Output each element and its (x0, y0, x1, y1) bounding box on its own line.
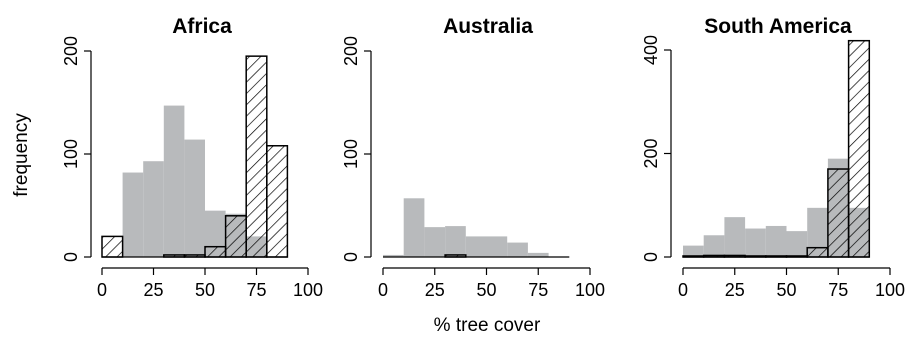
x-tick-label: 25 (425, 280, 445, 300)
x-axis-australia: 0 25 50 75 100 (378, 267, 605, 300)
hatched-bar-africa (224, 215, 247, 258)
x-tick-label: 75 (828, 280, 848, 300)
y-axis-australia: 0 100 200 (341, 36, 372, 262)
panel-title-australia: Australia (443, 15, 533, 38)
hatched-bar-south-america (827, 168, 850, 258)
y-tick-label: 0 (61, 252, 81, 262)
x-tick-label: 100 (293, 280, 323, 300)
x-tick-label: 75 (246, 280, 266, 300)
hatched-bar-south-america (847, 39, 871, 258)
y-tick-label: 100 (61, 139, 81, 169)
gray-bar-south-america (765, 225, 787, 257)
x-tick-label: 25 (143, 280, 163, 300)
gray-bar-australia (403, 198, 425, 257)
hatched-bar-south-america (806, 246, 829, 258)
x-tick-label: 50 (476, 280, 496, 300)
y-axis-africa: 0 100 200 (61, 36, 92, 262)
y-tick-label: 200 (61, 36, 81, 66)
gray-bar-australia (507, 242, 528, 257)
y-tick-label: 0 (341, 252, 361, 262)
y-tick-label: 200 (641, 138, 661, 168)
gray-bar-australia (527, 252, 549, 257)
x-tick-label: 25 (725, 280, 745, 300)
gray-bar-australia (486, 236, 508, 257)
gray-bar-australia (465, 236, 487, 257)
gray-bar-africa (205, 210, 226, 257)
gray-bar-australia (424, 227, 446, 257)
x-axis-south-america: 0 25 50 75 100 (678, 267, 905, 300)
panel-title-africa: Africa (172, 15, 232, 38)
gray-bar-africa (163, 105, 185, 257)
gray-bar-south-america (745, 228, 766, 257)
panel-australia: 0 25 50 75 100 0 100 200 (341, 36, 605, 300)
gray-bar-australia (383, 254, 404, 257)
hatched-bar-africa (266, 145, 289, 258)
panel-south-america: 0 25 50 75 100 0 200 400 (641, 35, 905, 300)
y-tick-label: 200 (341, 36, 361, 66)
x-tick-label: 75 (528, 280, 548, 300)
hatched-bar-africa (245, 55, 268, 258)
x-tick-label: 50 (776, 280, 796, 300)
y-axis-label: frequency (11, 113, 32, 197)
gray-bar-africa (143, 161, 164, 257)
gray-bar-south-america (683, 245, 704, 257)
panel-title-south-america: South America (704, 15, 852, 38)
gray-bar-south-america (703, 235, 725, 257)
y-tick-label: 0 (641, 252, 661, 262)
x-tick-label: 0 (97, 280, 107, 300)
gray-bar-africa (122, 172, 144, 257)
gray-bar-africa (184, 139, 205, 257)
x-tick-label: 0 (378, 280, 388, 300)
gray-bar-australia (445, 226, 466, 257)
y-tick-label: 400 (641, 35, 661, 65)
x-axis-label: % tree cover (434, 315, 541, 336)
hatched-bar-africa (204, 245, 227, 258)
x-tick-label: 100 (575, 280, 605, 300)
x-tick-label: 100 (875, 280, 905, 300)
y-tick-label: 100 (341, 139, 361, 169)
hatched-bar-africa (101, 235, 124, 258)
gray-bar-south-america (807, 207, 828, 257)
y-axis-south-america: 0 200 400 (641, 35, 672, 262)
panel-africa: 0 25 50 75 100 0 100 200 (61, 36, 323, 300)
x-tick-label: 50 (195, 280, 215, 300)
x-axis-africa: 0 25 50 75 100 (97, 267, 323, 300)
x-tick-label: 0 (678, 280, 688, 300)
gray-bar-south-america (786, 231, 808, 257)
gray-bar-south-america (724, 217, 746, 257)
